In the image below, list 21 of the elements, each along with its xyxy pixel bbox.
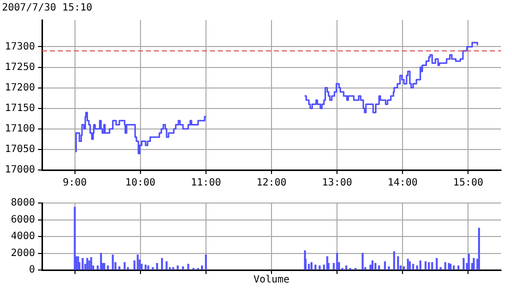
x-tick-label: 14:00 bbox=[388, 178, 418, 189]
x-tick-label: 9:00 bbox=[62, 178, 87, 189]
y-tick-label: 0 bbox=[28, 264, 35, 276]
y-tick-label: 17200 bbox=[4, 82, 35, 94]
y-tick-label: 17100 bbox=[4, 124, 35, 134]
y-tick-label: 4000 bbox=[10, 231, 35, 242]
x-tick-label: 11:00 bbox=[190, 178, 221, 189]
x-tick-label: 15:00 bbox=[453, 178, 484, 189]
x-tick-label: 12:00 bbox=[256, 178, 287, 189]
y-tick-label: 17000 bbox=[4, 164, 35, 176]
y-tick-label: 17300 bbox=[4, 41, 35, 52]
y-tick-label: 17150 bbox=[4, 102, 35, 114]
x-tick-label: 10:00 bbox=[125, 178, 156, 189]
y-tick-label: 2000 bbox=[10, 248, 35, 259]
x-tick-label: 13:00 bbox=[322, 178, 352, 189]
y-tick-label: 17250 bbox=[4, 62, 35, 73]
chart-subtitle: 2007/7/30 15:10 bbox=[2, 2, 92, 14]
y-tick-label: 6000 bbox=[10, 214, 35, 226]
y-tick-label: 8000 bbox=[10, 198, 35, 209]
y-tick-label: 17050 bbox=[4, 144, 35, 156]
x-axis-title: Volume bbox=[253, 274, 290, 286]
